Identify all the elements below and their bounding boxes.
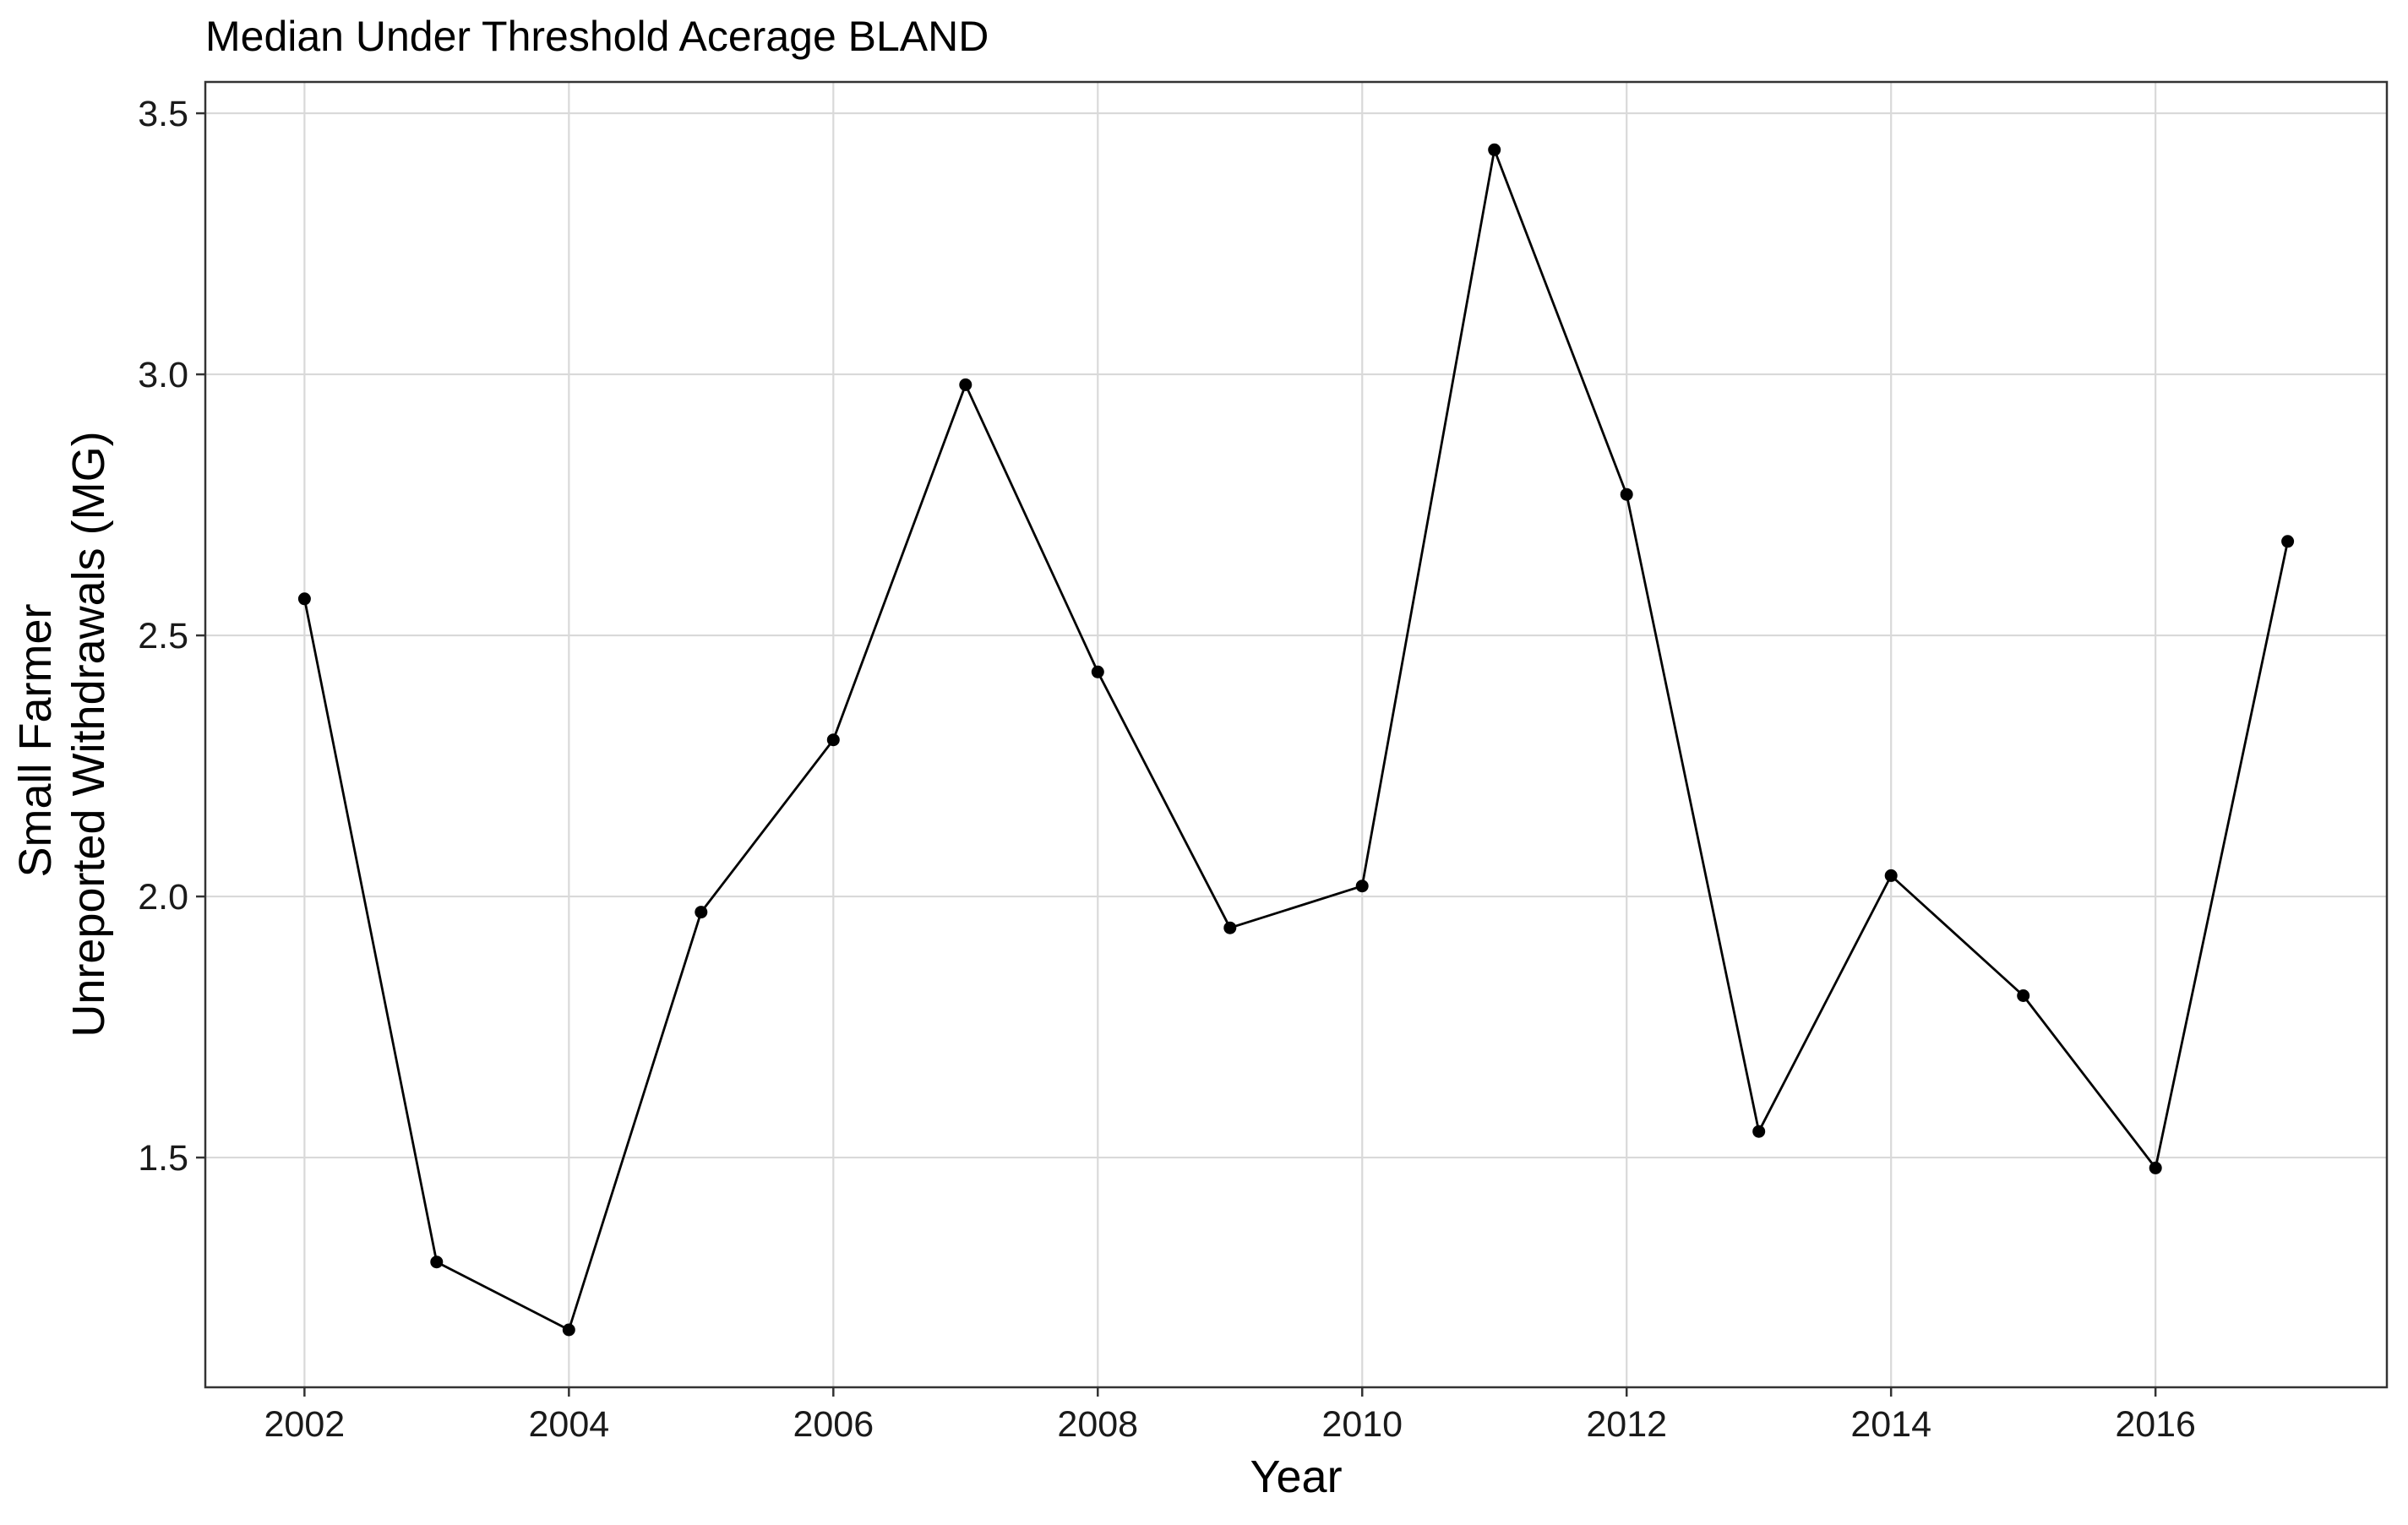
x-tick-label: 2006 (793, 1404, 874, 1445)
chart-title: Median Under Threshold Acerage BLAND (205, 13, 989, 60)
x-tick-label: 2016 (2115, 1404, 2196, 1445)
x-axis-title: Year (1250, 1451, 1342, 1502)
y-axis-title: Small Farmer Unreported Withdrawals (MG) (10, 431, 114, 1037)
data-point (826, 733, 840, 747)
y-axis-title-line-1: Small Farmer (10, 603, 61, 877)
data-point (1752, 1125, 1766, 1138)
x-tick-label: 2014 (1850, 1404, 1931, 1445)
data-point (430, 1255, 444, 1269)
y-tick-label: 3.0 (138, 355, 188, 395)
y-tick-label: 1.5 (138, 1138, 188, 1179)
x-tick-label: 2010 (1321, 1404, 1403, 1445)
data-point (695, 906, 708, 919)
data-point (1884, 869, 1898, 882)
x-tick-label: 2004 (528, 1404, 609, 1445)
data-series (297, 143, 2295, 1337)
series-line (303, 148, 2289, 1332)
plot-panel-border (204, 80, 2389, 1389)
data-point (959, 378, 972, 391)
axes: 1.5 2.0 2.5 3.0 3.5 2002 2004 2006 2008 2010 2012 2… (138, 94, 2196, 1445)
y-axis-title-line-2: Unreported Withdrawals (MG) (63, 431, 114, 1037)
data-point (1355, 880, 1369, 893)
y-tick-label: 3.5 (138, 94, 188, 134)
data-point (297, 592, 311, 606)
data-point (2281, 535, 2295, 548)
x-tick-label: 2002 (264, 1404, 346, 1445)
data-point (562, 1323, 575, 1337)
gridlines (205, 82, 2387, 1387)
y-tick-label: 2.0 (138, 877, 188, 918)
data-point (1620, 487, 1633, 501)
data-point (1091, 665, 1104, 678)
data-point (1223, 921, 1237, 934)
x-tick-label: 2012 (1586, 1404, 1667, 1445)
x-tick-label: 2008 (1057, 1404, 1138, 1445)
y-tick-label: 2.5 (138, 616, 188, 656)
data-point (2017, 989, 2030, 1002)
data-point (2149, 1161, 2162, 1174)
data-point (1488, 143, 1501, 156)
